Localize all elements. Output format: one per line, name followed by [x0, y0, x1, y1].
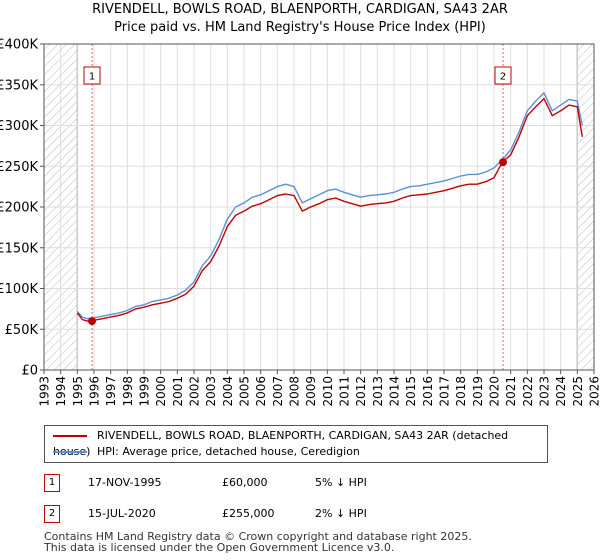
y-tick-label: £350K — [0, 78, 38, 93]
transaction-hpi-diff: 5% ↓ HPI — [315, 476, 367, 489]
transaction-number: 2 — [44, 505, 60, 523]
x-tick-label: 2026 — [588, 376, 600, 407]
x-tick-label: 2007 — [271, 376, 285, 407]
transaction-date: 17-NOV-1995 — [88, 476, 162, 489]
legend: RIVENDELL, BOWLS ROAD, BLAENPORTH, CARDI… — [44, 425, 548, 463]
x-tick-label: 2012 — [354, 376, 368, 407]
x-tick-label: 2014 — [388, 376, 402, 407]
property-series-line — [76, 97, 583, 322]
y-tick-label: £400K — [0, 38, 38, 53]
x-tick-label: 2006 — [254, 376, 268, 407]
x-tick-label: 2008 — [288, 376, 302, 407]
sale-marker-label: 2 — [500, 72, 506, 83]
y-tick-label: £100K — [0, 282, 38, 297]
sale-marker-box — [83, 66, 101, 85]
footer-license: This data is licensed under the Open Gov… — [44, 541, 395, 554]
x-tick-label: 2011 — [338, 376, 352, 407]
y-tick-label: £0 — [21, 364, 38, 379]
hpi-series-line — [76, 92, 583, 320]
x-tick-label: 2024 — [554, 376, 568, 407]
y-tick-label: £150K — [0, 241, 38, 256]
sale-point — [88, 317, 96, 326]
x-tick-label: 2003 — [204, 376, 218, 407]
x-tick-label: 2015 — [404, 376, 418, 407]
x-tick-label: 2000 — [154, 376, 168, 407]
hpi-line-swatch — [53, 451, 87, 453]
chart-title: RIVENDELL, BOWLS ROAD, BLAENPORTH, CARDI… — [92, 2, 508, 17]
x-tick-label: 2019 — [471, 376, 485, 407]
axes: £0 £50K £100K £150K £200K £250K £300K £350K £400… — [0, 38, 600, 407]
x-tick-label: 1999 — [138, 376, 152, 407]
footer: Contains HM Land Registry data © Crown c… — [44, 531, 472, 553]
x-tick-label: 1993 — [38, 376, 52, 407]
x-tick-label: 2022 — [521, 376, 535, 407]
x-tick-label: 2005 — [238, 376, 252, 407]
legend-hpi-label: HPI: Average price, detached house, Cere… — [97, 445, 360, 458]
sale-marker-label: 1 — [89, 72, 95, 83]
transaction-price: £60,000 — [222, 476, 268, 489]
footer-copyright: Contains HM Land Registry data © Crown c… — [44, 530, 472, 543]
sale-points — [88, 158, 507, 326]
sale-marker-box — [494, 66, 512, 85]
transaction-number: 1 — [44, 474, 60, 492]
x-tick-label: 2017 — [438, 376, 452, 407]
transaction-hpi-diff: 2% ↓ HPI — [315, 507, 367, 520]
chart-subtitle: Price paid vs. HM Land Registry's House … — [114, 20, 486, 35]
x-tick-label: 1998 — [121, 376, 135, 407]
x-tick-label: 1997 — [104, 376, 118, 407]
legend-property-label: RIVENDELL, BOWLS ROAD, BLAENPORTH, CARDI… — [53, 429, 509, 458]
y-tick-label: £200K — [0, 201, 38, 216]
sale-point — [499, 158, 507, 167]
y-tick-label: £50K — [5, 323, 39, 338]
x-tick-label: 2009 — [304, 376, 318, 407]
property-line-swatch — [53, 435, 87, 437]
x-tick-label: 2004 — [221, 376, 235, 407]
x-tick-label: 2010 — [321, 376, 335, 407]
x-tick-label: 2023 — [538, 376, 552, 407]
x-tick-label: 1996 — [88, 376, 102, 407]
legend-item-hpi: HPI: Average price, detached house, Cere… — [53, 444, 360, 460]
x-tick-label: 2020 — [488, 376, 502, 407]
x-tick-label: 2002 — [188, 376, 202, 407]
grid-layer — [43, 43, 595, 371]
x-tick-label: 2013 — [371, 376, 385, 407]
x-tick-label: 2016 — [421, 376, 435, 407]
x-tick-label: 1994 — [54, 376, 68, 407]
legend-item-property: RIVENDELL, BOWLS ROAD, BLAENPORTH, CARDI… — [53, 428, 547, 458]
y-tick-label: £250K — [0, 160, 38, 175]
x-tick-label: 2025 — [571, 376, 585, 407]
y-tick-label: £300K — [0, 119, 38, 134]
x-tick-label: 2018 — [454, 376, 468, 407]
x-tick-label: 1995 — [71, 376, 85, 407]
transaction-price: £255,000 — [222, 507, 275, 520]
x-tick-label: 2001 — [171, 376, 185, 407]
x-tick-label: 2021 — [504, 376, 518, 407]
transaction-date: 15-JUL-2020 — [88, 507, 156, 520]
